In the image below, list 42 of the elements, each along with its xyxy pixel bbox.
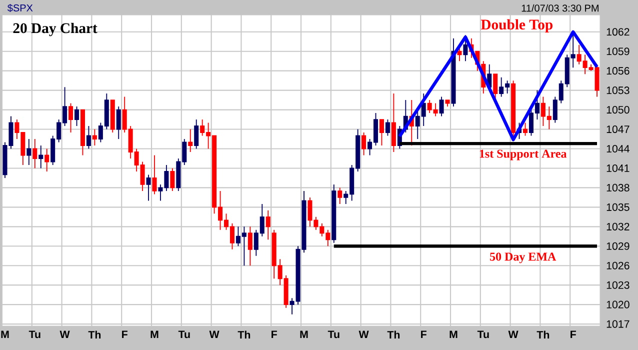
text: 11/07/03 3:30 PM [522,4,598,12]
x-tick-label: Th [387,330,400,338]
x-tick-label: Tu [328,330,340,338]
y-tick-label: 1017 [606,320,630,328]
annotation: Double Top [480,19,552,33]
x-tick-label: Tu [477,330,489,338]
y-tick-label: 1035 [606,203,630,211]
y-tick-label: 1047 [606,125,630,134]
y-tick-label: 1062 [606,28,630,36]
x-tick-label: Th [88,330,101,338]
y-tick-label: 1029 [606,242,630,250]
x-tick-label: M [300,330,308,338]
y-tick-label: 1020 [606,300,630,308]
y-tick-label: 1038 [606,184,630,192]
y-tick-label: 1056 [606,67,630,75]
x-tick-label: F [421,330,426,338]
x-tick-label: F [570,330,576,338]
y-tick-label: 1053 [606,86,630,94]
x-tick-label: W [209,330,220,338]
x-tick-label: W [60,330,70,338]
x-tick-label: Th [536,330,550,338]
x-tick-label: F [272,330,277,338]
x-tick-label: W [508,330,518,338]
y-tick-label: 1041 [606,164,630,172]
x-tick-label: Th [238,330,250,338]
x-tick-label: M [450,330,458,338]
y-tick-label: 1059 [606,48,630,56]
y-tick-label: 1026 [606,262,630,270]
chart-title: 20 Day Chart [13,22,98,36]
x-tick-label: Tu [178,330,190,338]
y-tick-label: 1023 [606,281,630,289]
annotation: 50 Day EMA [490,252,556,264]
x-tick-label: F [122,330,128,338]
x-tick-label: M [1,330,9,338]
x-tick-label: M [150,330,158,338]
y-tick-label: 1050 [606,106,630,114]
x-tick-label: W [358,330,369,338]
chart-subtitle: $SPX [7,4,33,12]
x-tick-label: Tu [28,330,40,338]
annotation: 1st Support Area [480,150,567,160]
y-tick-label: 1044 [606,144,630,153]
y-tick-label: 1032 [606,222,630,230]
